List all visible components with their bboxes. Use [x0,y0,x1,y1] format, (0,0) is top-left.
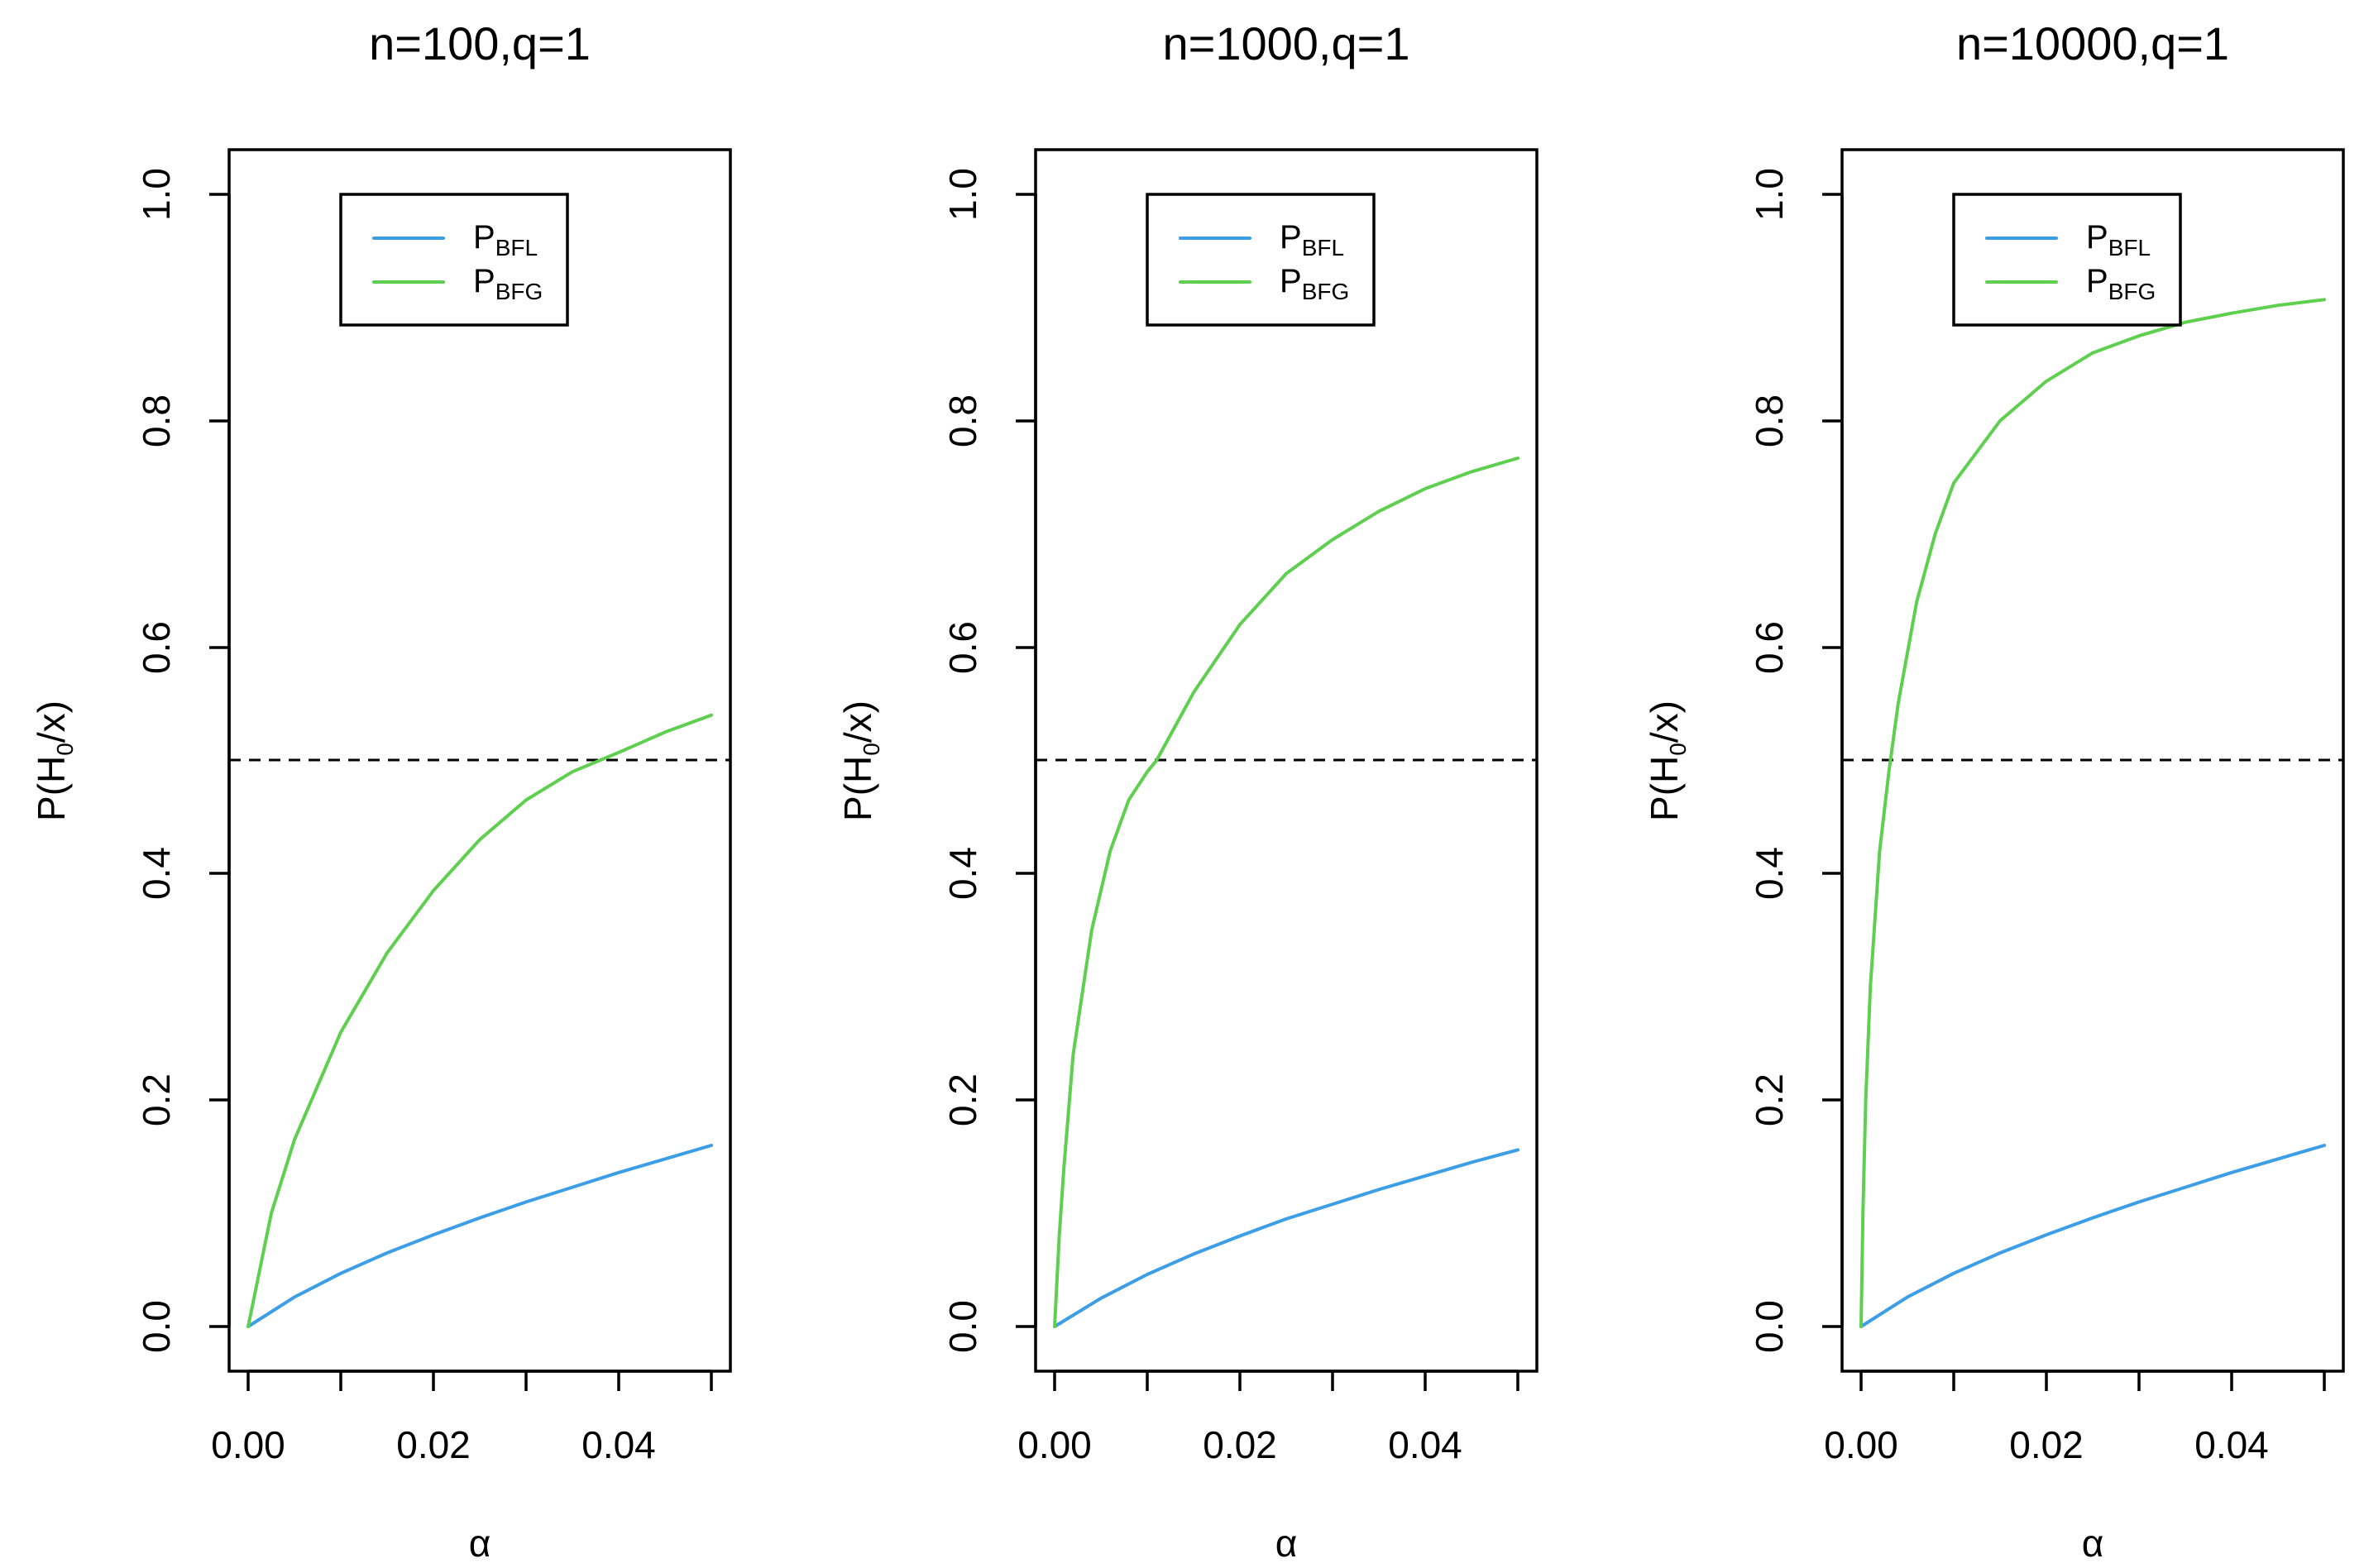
y-tick-label: 0.4 [135,847,178,900]
legend-label-bfl: PBFL [1280,219,1344,261]
series-line-bfl [1859,1144,2326,1328]
y-axis-title: P(H0/x) [30,700,78,821]
y-tick-label: 0.2 [135,1073,178,1126]
y-ticks: 0.0 0.2 0.4 0.6 0.8 1.0 [941,168,1036,1353]
y-axis-title: P(H0/x) [1643,700,1691,821]
legend: PBFL PBFG [1146,193,1376,327]
y-tick-label: 0.2 [941,1073,984,1126]
panel-title: n=100,q=1 [369,17,591,69]
legend-label-bfg: PBFG [2086,263,2156,304]
x-axis-title: α [1275,1522,1298,1565]
panel-1: n=100,q=1 0.00 0.02 0.04 0.0 0.2 0.4 0.6 [30,17,732,1565]
y-tick-label: 0.8 [941,394,984,447]
y-tick-label: 0.6 [135,621,178,674]
y-tick-label: 1.0 [1748,168,1791,221]
x-tick-label: 0.02 [1203,1423,1277,1466]
y-tick-label: 0.6 [1748,621,1791,674]
series-line-bfg [1859,298,2326,1328]
series-line-bfl [1053,1148,1519,1328]
legend-box [1146,193,1376,327]
y-tick-label: 0.0 [941,1300,984,1353]
y-tick-label: 1.0 [941,168,984,221]
series-line-bfg [246,713,713,1328]
x-tick-label: 0.00 [1824,1423,1898,1466]
y-tick-label: 0.8 [135,394,178,447]
x-tick-label: 0.00 [211,1423,285,1466]
y-ticks: 0.0 0.2 0.4 0.6 0.8 1.0 [135,168,229,1353]
x-tick-label: 0.04 [581,1423,656,1466]
x-ticks: 0.00 0.02 0.04 [211,1371,713,1466]
y-tick-label: 0.4 [1748,847,1791,900]
y-axis-title: P(H0/x) [836,700,884,821]
legend: PBFL PBFG [1952,193,2182,327]
x-ticks: 0.00 0.02 0.04 [1017,1371,1519,1466]
y-tick-label: 0.4 [941,847,984,900]
y-tick-label: 0.8 [1748,394,1791,447]
panel-3: n=10000,q=1 0.00 0.02 0.04 0.0 0.2 0.4 0… [1643,17,2345,1565]
series-line-bfg [1053,457,1519,1328]
legend: PBFL PBFG [339,193,569,327]
panel-title: n=1000,q=1 [1163,17,1410,69]
legend-label-bfl: PBFL [473,219,538,261]
x-tick-label: 0.04 [1388,1423,1462,1466]
y-tick-label: 1.0 [135,168,178,221]
x-tick-label: 0.02 [396,1423,471,1466]
y-ticks: 0.0 0.2 0.4 0.6 0.8 1.0 [1748,168,1842,1353]
x-axis-title: α [469,1522,491,1565]
y-tick-label: 0.0 [135,1300,178,1353]
legend-box [1952,193,2182,327]
panel-title: n=10000,q=1 [1956,17,2229,69]
legend-label-bfg: PBFG [473,263,543,304]
x-axis-title: α [2082,1522,2104,1565]
legend-label-bfg: PBFG [1280,263,1349,304]
x-tick-label: 0.00 [1017,1423,1092,1466]
legend-box [339,193,569,327]
x-tick-label: 0.02 [2009,1423,2084,1466]
y-tick-label: 0.2 [1748,1073,1791,1126]
y-tick-label: 0.6 [941,621,984,674]
x-tick-label: 0.04 [2194,1423,2269,1466]
legend-label-bfl: PBFL [2086,219,2151,261]
y-tick-label: 0.0 [1748,1300,1791,1353]
x-ticks: 0.00 0.02 0.04 [1824,1371,2326,1466]
panel-2: n=1000,q=1 0.00 0.02 0.04 0.0 0.2 0.4 0.… [836,17,1539,1565]
series-line-bfl [246,1144,713,1328]
